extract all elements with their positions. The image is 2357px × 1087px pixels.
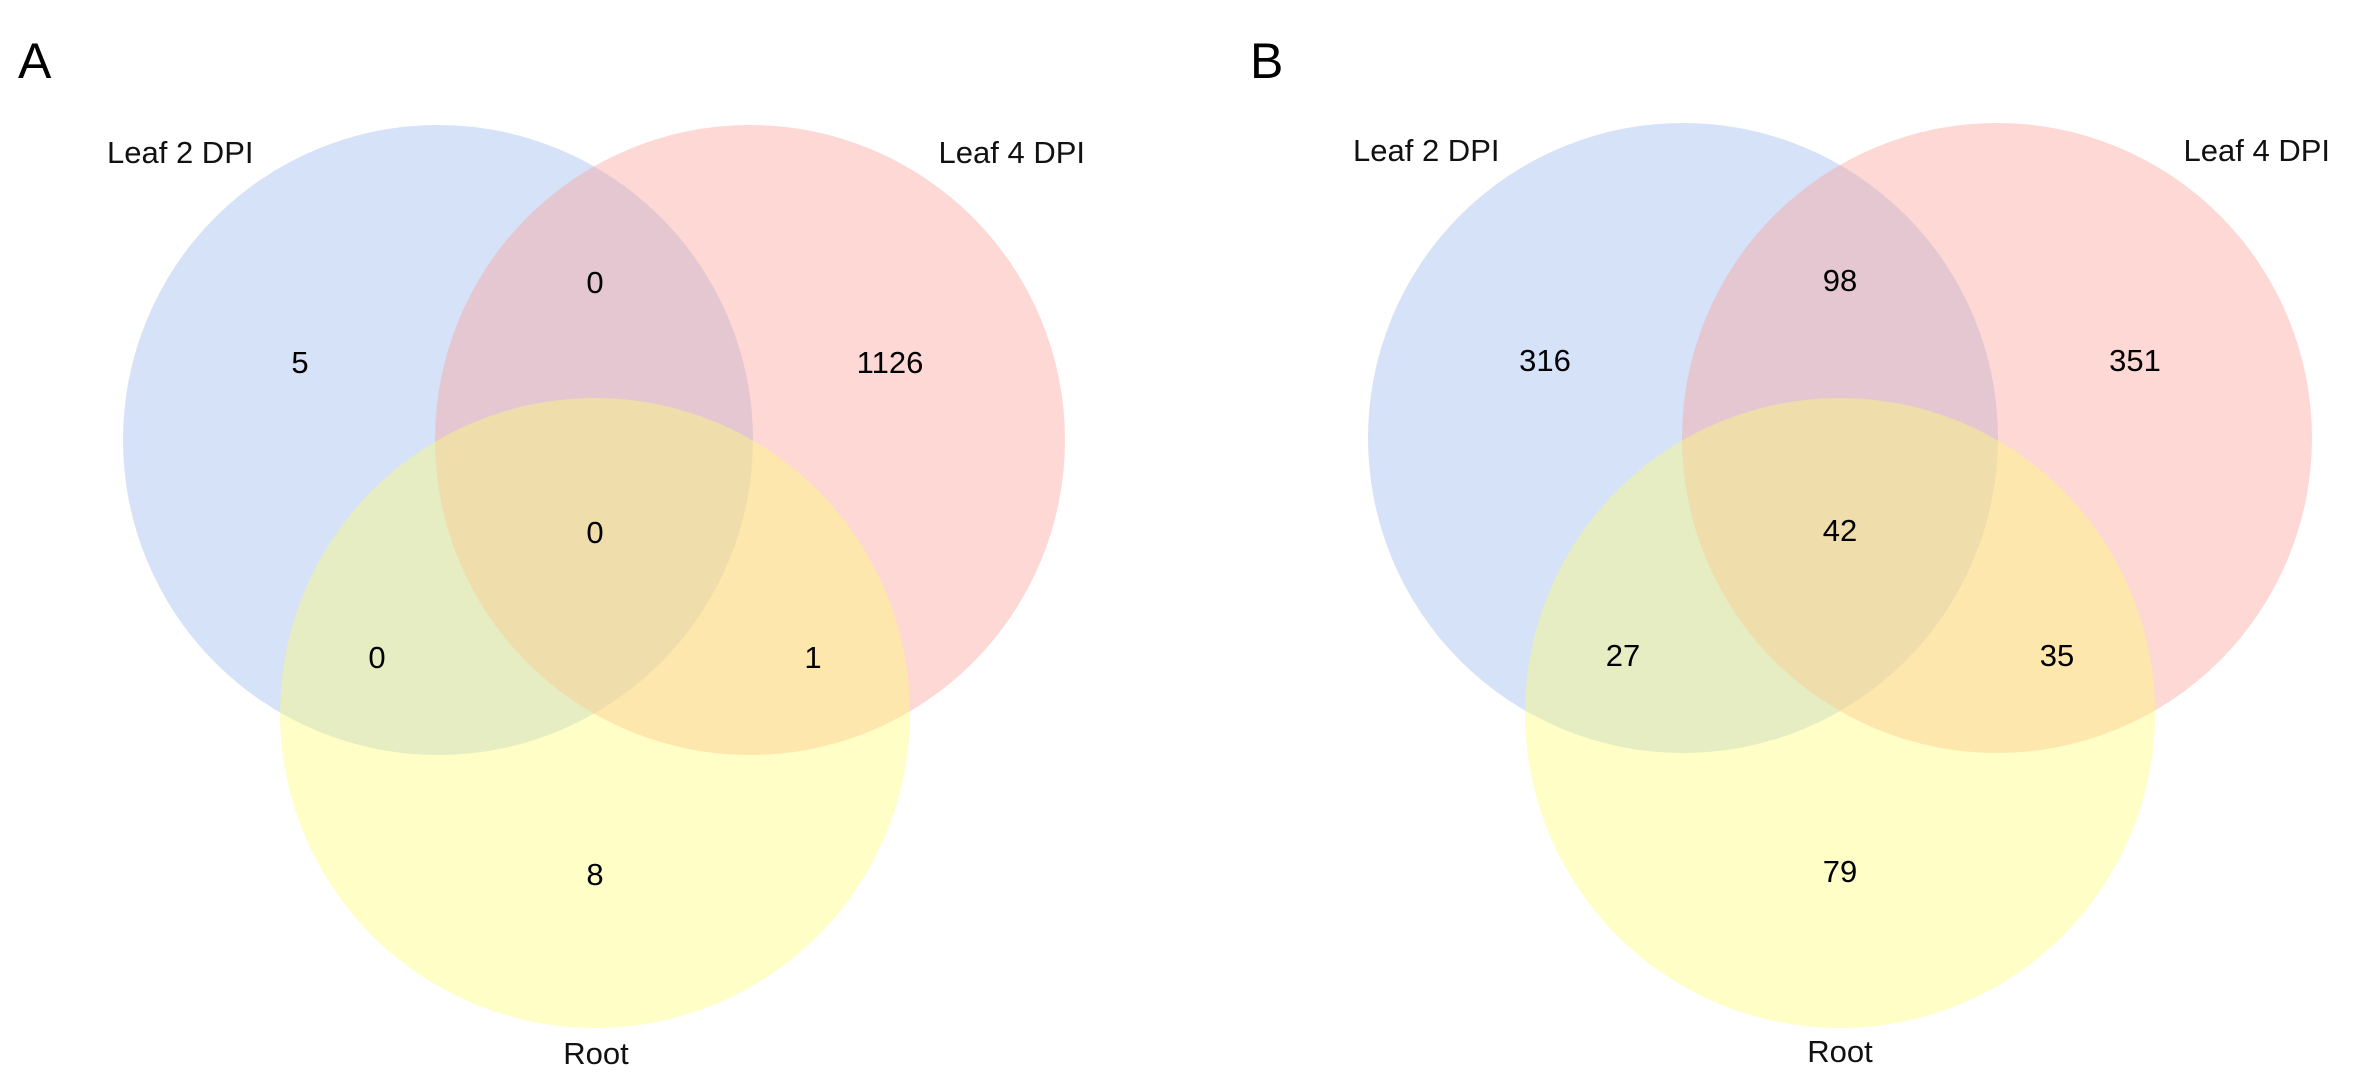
panel-letter: B	[1250, 33, 1283, 89]
leaf4-only-count: 1126	[857, 345, 924, 380]
root-only-count: 79	[1823, 854, 1857, 889]
leaf2-set-label: Leaf 2 DPI	[107, 135, 253, 170]
leaf2-set-label: Leaf 2 DPI	[1353, 133, 1499, 168]
root-only-count: 8	[586, 857, 603, 892]
leaf4-set-label: Leaf 4 DPI	[939, 135, 1085, 170]
root-circle	[1525, 398, 2155, 1028]
leaf2-leaf4-count: 0	[586, 265, 603, 300]
panel-b: B Leaf 2 DPI Leaf 4 DPI Root 316 98 351 …	[1250, 33, 2330, 1069]
leaf2-circle	[123, 125, 753, 755]
leaf2-root-count: 27	[1606, 638, 1640, 673]
leaf4-circle	[1682, 123, 2312, 753]
panel-letter: A	[18, 33, 52, 89]
leaf4-set-label: Leaf 4 DPI	[2184, 133, 2330, 168]
panel-a: A Leaf 2 DPI Leaf 4 DPI Root 5 0 1126 0 …	[18, 33, 1085, 1071]
leaf2-circle	[1368, 123, 1998, 753]
leaf2-only-count: 316	[1519, 343, 1571, 378]
root-circle	[280, 398, 910, 1028]
root-set-label: Root	[1807, 1034, 1873, 1069]
leaf4-root-count: 1	[804, 640, 821, 675]
all-sets-count: 0	[586, 515, 603, 550]
all-sets-count: 42	[1823, 513, 1857, 548]
leaf2-root-count: 0	[368, 640, 385, 675]
leaf4-root-count: 35	[2040, 638, 2074, 673]
root-set-label: Root	[563, 1036, 629, 1071]
leaf4-circle	[435, 125, 1065, 755]
leaf2-only-count: 5	[291, 345, 308, 380]
leaf2-leaf4-count: 98	[1823, 263, 1857, 298]
leaf4-only-count: 351	[2109, 343, 2161, 378]
